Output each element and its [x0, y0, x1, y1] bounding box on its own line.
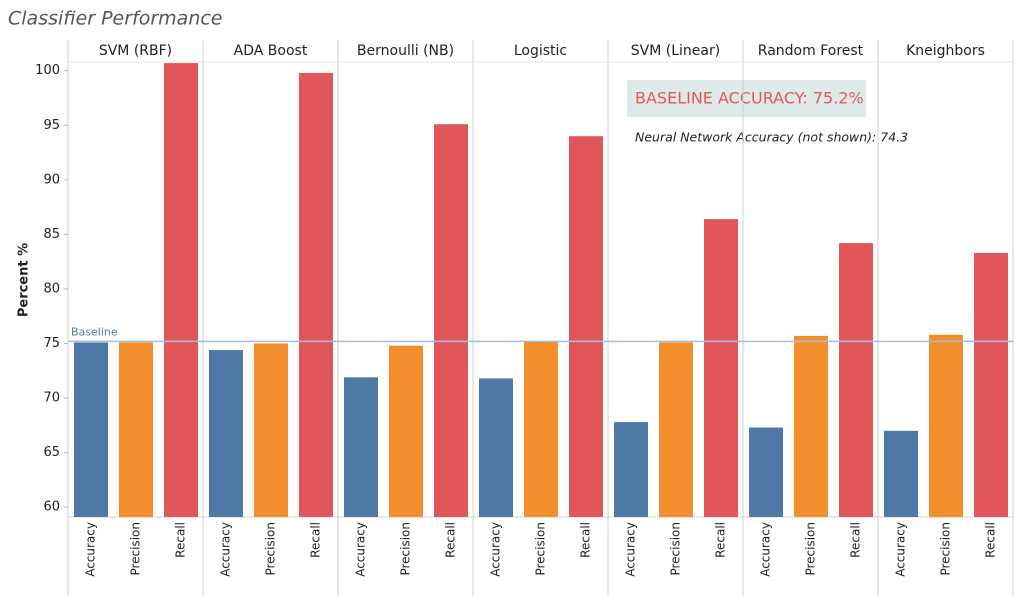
- bar: [164, 63, 198, 517]
- x-tick-label: Precision: [399, 522, 413, 576]
- panel-header: Kneighbors: [906, 43, 985, 59]
- x-tick-label: Recall: [849, 522, 863, 558]
- panel-header: ADA Boost: [234, 43, 308, 59]
- y-tick-label: 95: [43, 118, 60, 133]
- bar: [659, 342, 693, 517]
- x-tick-label: Precision: [669, 522, 683, 576]
- y-axis-label: Percent %: [17, 243, 32, 317]
- y-tick-label: 60: [43, 500, 60, 515]
- x-tick-label: Precision: [939, 522, 953, 576]
- bar: [524, 341, 558, 517]
- panel-header: SVM (RBF): [99, 43, 172, 59]
- bar: [884, 430, 918, 517]
- bar: [389, 345, 423, 517]
- bar: [749, 427, 783, 517]
- x-tick-label: Precision: [264, 522, 278, 576]
- bar: [344, 377, 378, 517]
- x-tick-label: Accuracy: [894, 522, 908, 577]
- x-tick-label: Accuracy: [354, 522, 368, 577]
- x-tick-label: Accuracy: [624, 522, 638, 577]
- bar: [839, 243, 873, 517]
- x-tick-label: Recall: [984, 522, 998, 558]
- bar: [704, 219, 738, 517]
- bar: [929, 334, 963, 517]
- x-tick-label: Precision: [534, 522, 548, 576]
- bar: [974, 252, 1008, 517]
- x-tick-label: Accuracy: [489, 522, 503, 577]
- reference-label: Baseline: [71, 325, 118, 338]
- panel-header: SVM (Linear): [631, 43, 720, 59]
- bar: [614, 422, 648, 517]
- x-tick-label: Accuracy: [84, 522, 98, 577]
- bar: [119, 342, 153, 517]
- y-tick-label: 90: [43, 172, 60, 187]
- bar: [479, 378, 513, 517]
- y-tick-label: 65: [43, 445, 60, 460]
- y-tick-label: 85: [43, 227, 60, 242]
- x-tick-label: Recall: [579, 522, 593, 558]
- bar: [434, 124, 468, 517]
- bar: [794, 335, 828, 517]
- y-tick-label: 100: [35, 63, 60, 78]
- y-tick-label: 70: [43, 391, 60, 406]
- annotation: BASELINE ACCURACY: 75.2%: [635, 89, 864, 108]
- x-tick-label: Precision: [804, 522, 818, 576]
- annotation-box: [627, 80, 866, 117]
- bar: [209, 350, 243, 517]
- bar: [254, 343, 288, 517]
- bar: [74, 342, 108, 517]
- panel-header: Bernoulli (NB): [357, 43, 454, 59]
- x-tick-label: Accuracy: [219, 522, 233, 577]
- x-tick-label: Recall: [444, 522, 458, 558]
- y-tick-label: 80: [43, 281, 60, 296]
- bar: [569, 136, 603, 517]
- panel-header: Random Forest: [758, 43, 864, 59]
- x-tick-label: Precision: [129, 522, 143, 576]
- x-tick-label: Recall: [309, 522, 323, 558]
- panel-header: Logistic: [514, 43, 567, 59]
- x-tick-label: Recall: [174, 522, 188, 558]
- chart-title: Classifier Performance: [8, 8, 223, 30]
- x-tick-label: Accuracy: [759, 522, 773, 577]
- annotation: Neural Network Accuracy (not shown): 74.…: [635, 130, 908, 145]
- bar: [299, 72, 333, 518]
- x-tick-label: Recall: [714, 522, 728, 558]
- y-tick-label: 75: [43, 336, 60, 351]
